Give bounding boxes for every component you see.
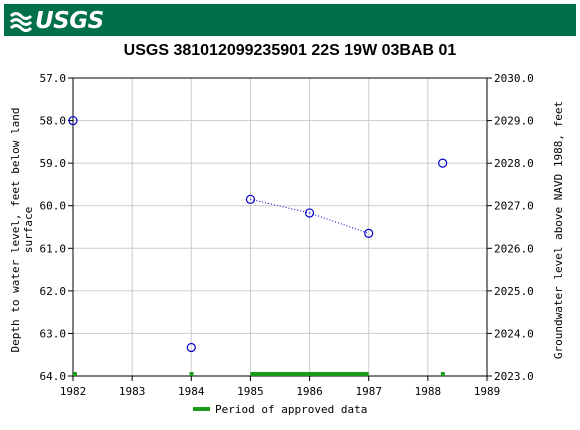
legend: Period of approved data (193, 403, 367, 416)
data-points (68, 115, 448, 353)
y-left-tick-label: 64.0 (40, 370, 67, 383)
x-tick-label: 1987 (355, 385, 382, 398)
x-tick-label: 1988 (415, 385, 442, 398)
x-tick-label: 1986 (296, 385, 323, 398)
data-point (245, 194, 256, 204)
y-left-tick-label: 62.0 (40, 285, 67, 298)
approved-period-bar (440, 372, 445, 376)
y-axis-right-label: Groundwater level above NAVD 1988, feet (552, 101, 565, 359)
data-point (68, 115, 78, 126)
y-left-tick-label: 61.0 (40, 242, 67, 255)
y-left-tick-label: 57.0 (40, 72, 67, 85)
y-right-tick-label: 2024.0 (494, 327, 534, 340)
x-axis-ticks: 1982 1983 1984 1985 1986 1987 1988 1989 (60, 376, 501, 398)
y-right-tick-label: 2023.0 (494, 370, 534, 383)
y-right-tick-label: 2025.0 (494, 285, 534, 298)
x-tick-label: 1989 (474, 385, 501, 398)
y-right-tick-label: 2026.0 (494, 242, 534, 255)
y-axis-left-label-line2: surface (22, 207, 35, 253)
usgs-banner: USGS (4, 4, 576, 36)
approved-periods (73, 372, 445, 376)
grid-lines (73, 78, 487, 376)
logo-text: USGS (35, 8, 104, 34)
x-tick-label: 1982 (60, 385, 87, 398)
right-axis-ticks: 2030.0 2029.0 2028.0 2027.0 2026.0 2025.0 2024… (487, 72, 534, 383)
usgs-logo[interactable]: USGS (10, 8, 104, 34)
data-point (186, 342, 196, 353)
y-axis-left-label-line1: Depth to water level, feet below land (9, 107, 22, 352)
chart-title: USGS 381012099235901 22S 19W 03BAB 01 (123, 42, 457, 59)
data-point (438, 158, 448, 168)
usgs-wave-icon (10, 12, 32, 32)
y-left-tick-label: 58.0 (40, 115, 67, 128)
y-left-tick-label: 59.0 (40, 157, 67, 170)
approved-period-bar (189, 372, 194, 376)
data-point (364, 228, 374, 238)
data-point (304, 208, 315, 218)
y-right-tick-label: 2030.0 (494, 72, 534, 85)
series-lines (250, 198, 369, 234)
plot-frame (72, 77, 488, 377)
approved-period-bar (73, 372, 77, 376)
x-tick-label: 1983 (119, 385, 146, 398)
approved-period-bar (250, 372, 369, 376)
legend-label: Period of approved data (215, 403, 367, 416)
series-line-segment (250, 198, 310, 214)
y-left-tick-label: 60.0 (40, 200, 67, 213)
series-line-segment (309, 212, 369, 234)
y-left-tick-label: 63.0 (40, 327, 67, 340)
y-right-tick-label: 2028.0 (494, 157, 534, 170)
x-tick-label: 1985 (237, 385, 264, 398)
y-right-tick-label: 2027.0 (494, 200, 534, 213)
y-right-tick-label: 2029.0 (494, 115, 534, 128)
left-axis-ticks: 57.0 58.0 59.0 60.0 61.0 62.0 63.0 64.0 (40, 72, 73, 383)
x-tick-label: 1984 (178, 385, 205, 398)
